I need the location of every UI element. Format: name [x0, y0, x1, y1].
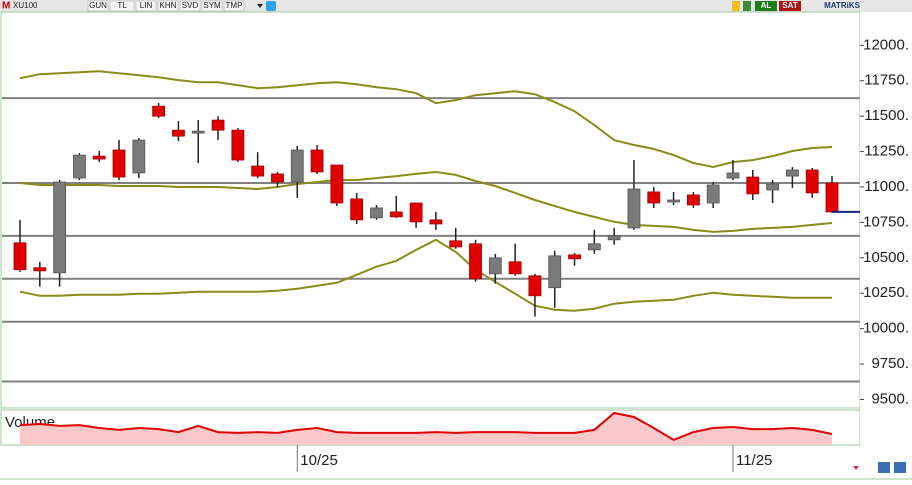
- toolbar-button[interactable]: LIN: [140, 1, 153, 10]
- candle-body: [409, 202, 423, 223]
- candle-body: [429, 219, 443, 225]
- candle-body: [469, 243, 482, 280]
- candle-body: [251, 165, 265, 177]
- candle-body: [13, 242, 27, 271]
- candle-body: [667, 199, 680, 203]
- sell-button[interactable]: SAT: [782, 1, 798, 10]
- twitter-icon[interactable]: [266, 1, 276, 11]
- band-line: [19, 170, 833, 233]
- y-tick-label: 11250.: [864, 143, 909, 160]
- candle-body: [231, 129, 245, 161]
- candle-body: [766, 183, 779, 191]
- candle-body: [548, 255, 562, 289]
- tool-icon[interactable]: [878, 462, 890, 473]
- candle-body: [508, 261, 522, 275]
- tool-icon[interactable]: [894, 462, 906, 473]
- candle-body: [568, 254, 581, 260]
- candle-body: [112, 149, 126, 178]
- y-tick-label: 11000.: [864, 178, 909, 195]
- y-tick-label: 10250.: [863, 284, 909, 301]
- toolbar-button[interactable]: SYM: [203, 1, 221, 10]
- candle-body: [726, 172, 740, 179]
- toolbar-button[interactable]: SVD: [182, 1, 199, 10]
- candle-body: [785, 169, 799, 177]
- candle-body: [211, 119, 225, 131]
- candle-body: [73, 154, 86, 179]
- symbol[interactable]: XU100: [13, 1, 38, 10]
- scroll-arrow[interactable]: [853, 466, 859, 470]
- band-line: [19, 70, 833, 169]
- toolbar-button-bg: [201, 0, 223, 12]
- y-tick-label: 10000.: [863, 320, 909, 337]
- candle-body: [132, 139, 146, 174]
- candle-body: [330, 164, 344, 204]
- candle-body: [310, 149, 324, 173]
- x-tick-label: 10/25: [300, 452, 338, 469]
- candle-body: [805, 169, 819, 194]
- y-tick-label: 10750.: [863, 213, 909, 230]
- volume-line: [19, 411, 833, 442]
- candle-body: [389, 211, 403, 218]
- x-tick-label: 11/25: [736, 452, 772, 469]
- y-tick-label: 9500.: [871, 390, 909, 407]
- candle-body: [746, 176, 760, 195]
- candle-body: [33, 267, 47, 272]
- candle-body: [825, 182, 839, 213]
- candle-body: [370, 207, 383, 219]
- toolbar-button-bg: [109, 0, 135, 12]
- refresh-icon[interactable]: [732, 1, 740, 11]
- candle-body: [587, 243, 601, 251]
- candle-body: [191, 130, 205, 134]
- toolbar-button-bg: [157, 0, 179, 12]
- logo: M: [2, 1, 10, 12]
- y-tick-label: 11750.: [864, 72, 909, 89]
- toolbar-button-bg: [87, 0, 109, 12]
- candle-body: [528, 275, 542, 297]
- candle-body: [92, 155, 106, 160]
- candle-body: [53, 181, 67, 274]
- candle-body: [706, 184, 720, 204]
- candle-body: [627, 188, 641, 229]
- candle-body: [271, 173, 284, 183]
- price-axis: [860, 12, 912, 445]
- buy-button-bg[interactable]: [755, 1, 777, 11]
- toolbar-buttons: GUN TL LIN KHN SVD SYM TMP: [87, 0, 245, 12]
- y-tick-label: 10500.: [863, 249, 909, 266]
- toolbar-button-bg: [179, 0, 201, 12]
- candle-body: [449, 240, 463, 248]
- candle-body: [607, 235, 621, 241]
- volume-area: [20, 413, 832, 445]
- candle-body: [686, 194, 700, 206]
- toolbar-button-bg: [223, 0, 245, 12]
- toolbar-button[interactable]: KHN: [160, 1, 177, 10]
- toolbar-button[interactable]: TMP: [226, 1, 243, 10]
- y-tick-label: 9750.: [871, 355, 909, 372]
- y-tick-label: 12000.: [863, 36, 909, 53]
- toolbar-button[interactable]: TL: [117, 1, 127, 10]
- y-tick-label: 11500.: [864, 107, 909, 124]
- candle-body: [290, 149, 304, 183]
- toolbar-button[interactable]: GUN: [89, 1, 107, 10]
- buy-button[interactable]: AL: [761, 1, 772, 10]
- candle-body: [350, 198, 364, 221]
- candle-body: [152, 105, 166, 117]
- up-icon[interactable]: [743, 1, 751, 11]
- brand: MATRiKS: [824, 1, 861, 10]
- candle-body: [488, 257, 502, 275]
- dropdown-arrow[interactable]: [257, 4, 263, 8]
- candle-body: [647, 191, 661, 204]
- band-line: [19, 238, 832, 312]
- candle-body: [172, 129, 185, 137]
- toolbar-button-bg: [135, 0, 157, 12]
- sell-button-bg[interactable]: [779, 1, 801, 11]
